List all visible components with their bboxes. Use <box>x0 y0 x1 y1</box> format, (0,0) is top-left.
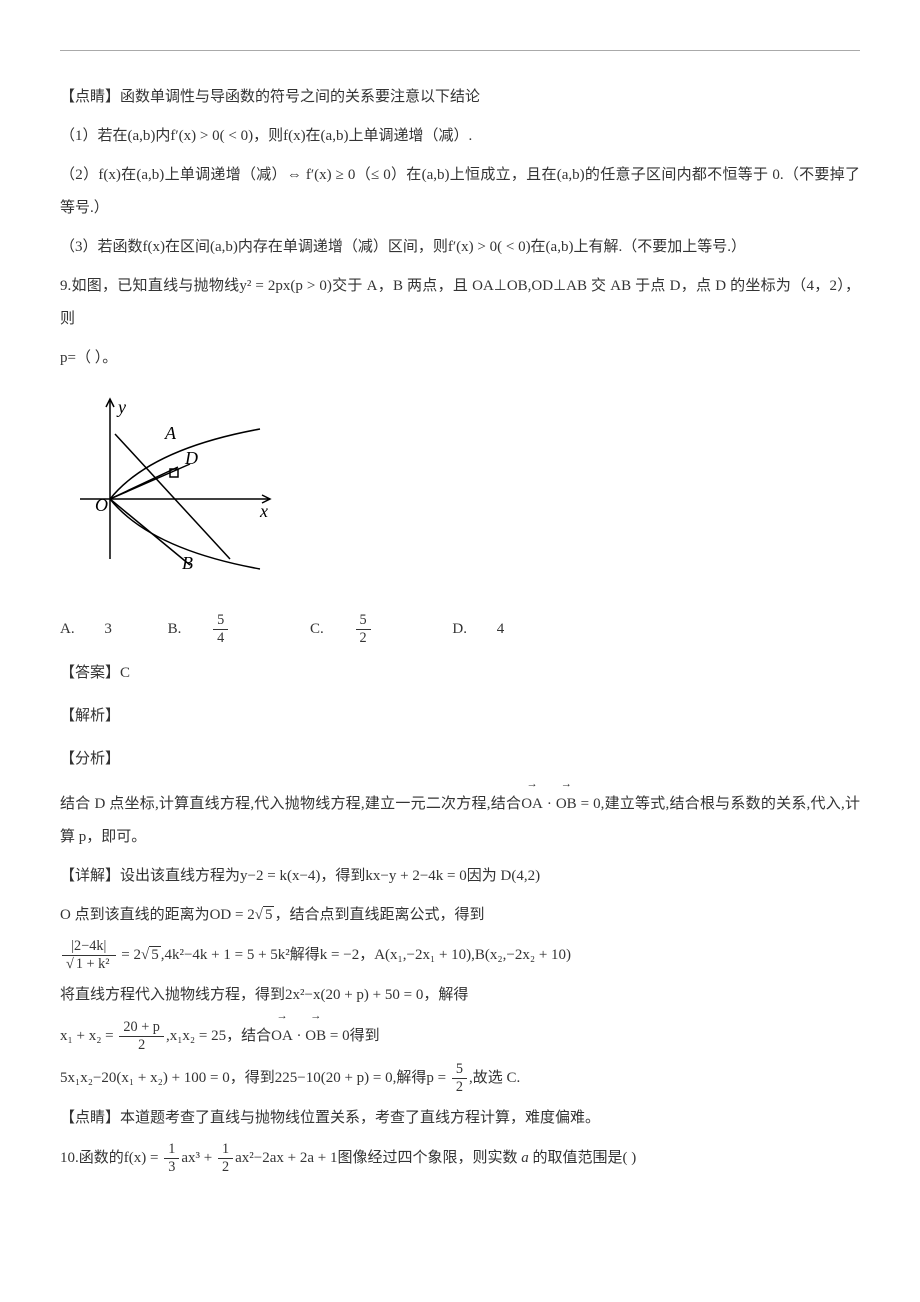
q9-label: 9. <box>60 278 71 294</box>
detail-label: 【详解】 <box>60 868 120 884</box>
label-D: D <box>184 448 198 468</box>
q9-eq: y² = 2px(p > 0) <box>239 278 331 294</box>
label-x: x <box>259 501 268 521</box>
detail-s2: O 点到该直线的距离为OD = 2√5，结合点到直线距离公式，得到 <box>60 899 860 932</box>
tip1-label: 【点睛】 <box>60 89 120 105</box>
analysis-label: 【解析】 <box>60 700 860 733</box>
detail-s6: 5x₁x₂−20(x₁ + x₂) + 100 = 0，得到225−10(20 … <box>60 1061 860 1096</box>
detail-s5: x₁ + x₂ = 20 + p2,x₁x₂ = 25，结合OA · OB = … <box>60 1018 860 1054</box>
graph-svg: O A B D x y <box>70 389 280 579</box>
tip1-para: 【点睛】函数单调性与导函数的符号之间的关系要注意以下结论 <box>60 81 860 114</box>
answer-value: C <box>120 665 130 681</box>
q9-stem2: p=（ ）。 <box>60 342 860 375</box>
vec-OA: OA <box>521 786 543 821</box>
q10-label: 10. <box>60 1150 79 1166</box>
q10-a-var: a <box>521 1150 529 1166</box>
tip2: 【点睛】本道题考查了直线与抛物线位置关系，考查了直线方程计算，难度偏难。 <box>60 1102 860 1135</box>
parabola-graph: O A B D x y <box>70 389 860 592</box>
tip2-text: 本道题考查了直线与抛物线位置关系，考查了直线方程计算，难度偏难。 <box>120 1110 600 1126</box>
tip1-text: 函数单调性与导函数的符号之间的关系要注意以下结论 <box>120 89 480 105</box>
p3: （3）若函数f(x)在区间(a,b)内存在单调递增（减）区间，则f′(x) > … <box>60 231 860 264</box>
vec-OB: OB <box>556 786 577 821</box>
answer: 【答案】C <box>60 657 860 690</box>
vec-OA2: OA <box>271 1018 293 1053</box>
detail-s3: |2−4k|√1 + k² = 2√5,4k²−4k + 1 = 5 + 5k²… <box>60 938 860 973</box>
opt-C: C. 52 <box>310 621 423 637</box>
fenxi-label: 【分析】 <box>60 743 860 776</box>
q9-stem: 9.如图，已知直线与抛物线y² = 2px(p > 0)交于 A，B 两点，且 … <box>60 270 860 336</box>
top-rule <box>60 50 860 51</box>
fenxi-text: 结合 D 点坐标,计算直线方程,代入抛物线方程,建立一元二次方程,结合OA · … <box>60 786 860 854</box>
p1: （1）若在(a,b)内f′(x) > 0( < 0)，则f(x)在(a,b)上单… <box>60 120 860 153</box>
q9-options: A. 3 B. 54 C. 52 D. 4 <box>60 612 860 647</box>
answer-label: 【答案】 <box>60 665 120 681</box>
label-O: O <box>95 495 108 515</box>
q9-lead: 如图，已知直线与抛物线 <box>71 278 239 294</box>
label-A: A <box>164 423 177 443</box>
opt-A: A. 3 <box>60 621 138 637</box>
label-B: B <box>182 553 193 573</box>
q10-stem: 10.函数的f(x) = 13ax³ + 12ax²−2ax + 2a + 1图… <box>60 1141 860 1176</box>
detail-s4: 将直线方程代入抛物线方程，得到2x²−x(20 + p) + 50 = 0，解得 <box>60 979 860 1012</box>
tip2-label: 【点睛】 <box>60 1110 120 1126</box>
vec-OB2: OB <box>305 1018 326 1053</box>
opt-B: B. 54 <box>168 621 281 637</box>
label-y: y <box>116 397 126 417</box>
p2: （2）f(x)在(a,b)上单调递增（减）⇔ f′(x) ≥ 0（≤ 0）在(a… <box>60 159 860 225</box>
detail-s1: 【详解】设出该直线方程为y−2 = k(x−4)，得到kx−y + 2−4k =… <box>60 860 860 893</box>
opt-D: D. 4 <box>452 621 530 637</box>
